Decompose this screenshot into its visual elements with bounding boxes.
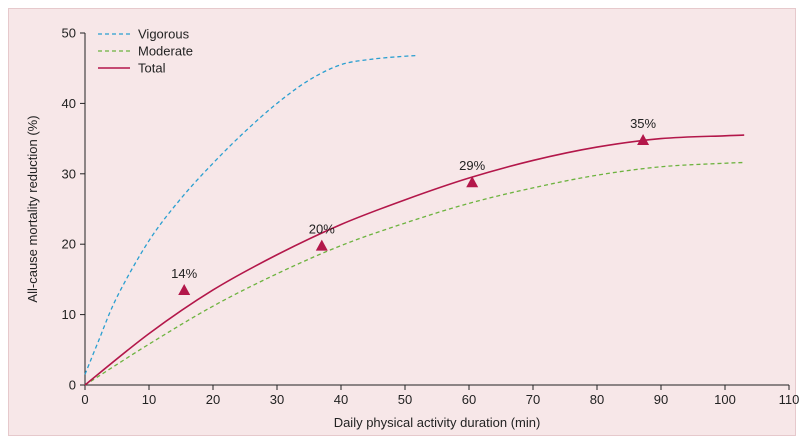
triangle-marker	[466, 176, 479, 188]
x-tick-label: 0	[81, 392, 88, 407]
x-tick-label: 100	[714, 392, 736, 407]
x-tick-label: 40	[334, 392, 348, 407]
triangle-marker	[315, 239, 328, 251]
marker-label: 14%	[171, 266, 197, 281]
x-tick-label: 110	[779, 392, 800, 407]
legend-label-total: Total	[138, 61, 166, 76]
x-tick-label: 50	[398, 392, 412, 407]
marker-label: 35%	[630, 116, 656, 131]
legend-label-vigorous: Vigorous	[138, 27, 190, 42]
y-tick-label: 50	[62, 26, 76, 41]
x-tick-label: 10	[142, 392, 156, 407]
legend: Vigorous Moderate Total	[98, 27, 193, 76]
x-tick-label: 20	[206, 392, 220, 407]
legend-label-moderate: Moderate	[138, 44, 193, 59]
triangle-marker	[637, 134, 650, 146]
chart-panel	[8, 8, 796, 436]
series-line-moderate	[84, 161, 745, 386]
y-tick-label: 10	[62, 307, 76, 322]
x-tick-label: 70	[526, 392, 540, 407]
y-tick-label: 30	[62, 166, 76, 181]
axes	[84, 33, 789, 386]
marker-label: 20%	[309, 222, 335, 237]
data-markers: 14% 20% 29% 35%	[171, 116, 657, 295]
x-tick-label: 80	[590, 392, 604, 407]
x-axis-title: Daily physical activity duration (min)	[334, 415, 541, 430]
series-line-total	[84, 134, 745, 386]
y-tick-label: 40	[62, 96, 76, 111]
y-axis-ticks: 0 10 20 30 40 50	[62, 26, 85, 393]
x-tick-label: 60	[462, 392, 476, 407]
x-axis-ticks: 0 10 20 30 40 50 60 70 80 90 100 110	[81, 385, 799, 407]
y-tick-label: 0	[69, 378, 76, 393]
series-line-vigorous	[84, 54, 418, 375]
y-tick-label: 20	[62, 237, 76, 252]
triangle-marker	[178, 283, 191, 295]
y-axis-title: All-cause mortality reduction (%)	[25, 115, 40, 302]
x-tick-label: 90	[654, 392, 668, 407]
series-lines	[84, 54, 745, 386]
marker-label: 29%	[459, 158, 485, 173]
x-tick-label: 30	[270, 392, 284, 407]
